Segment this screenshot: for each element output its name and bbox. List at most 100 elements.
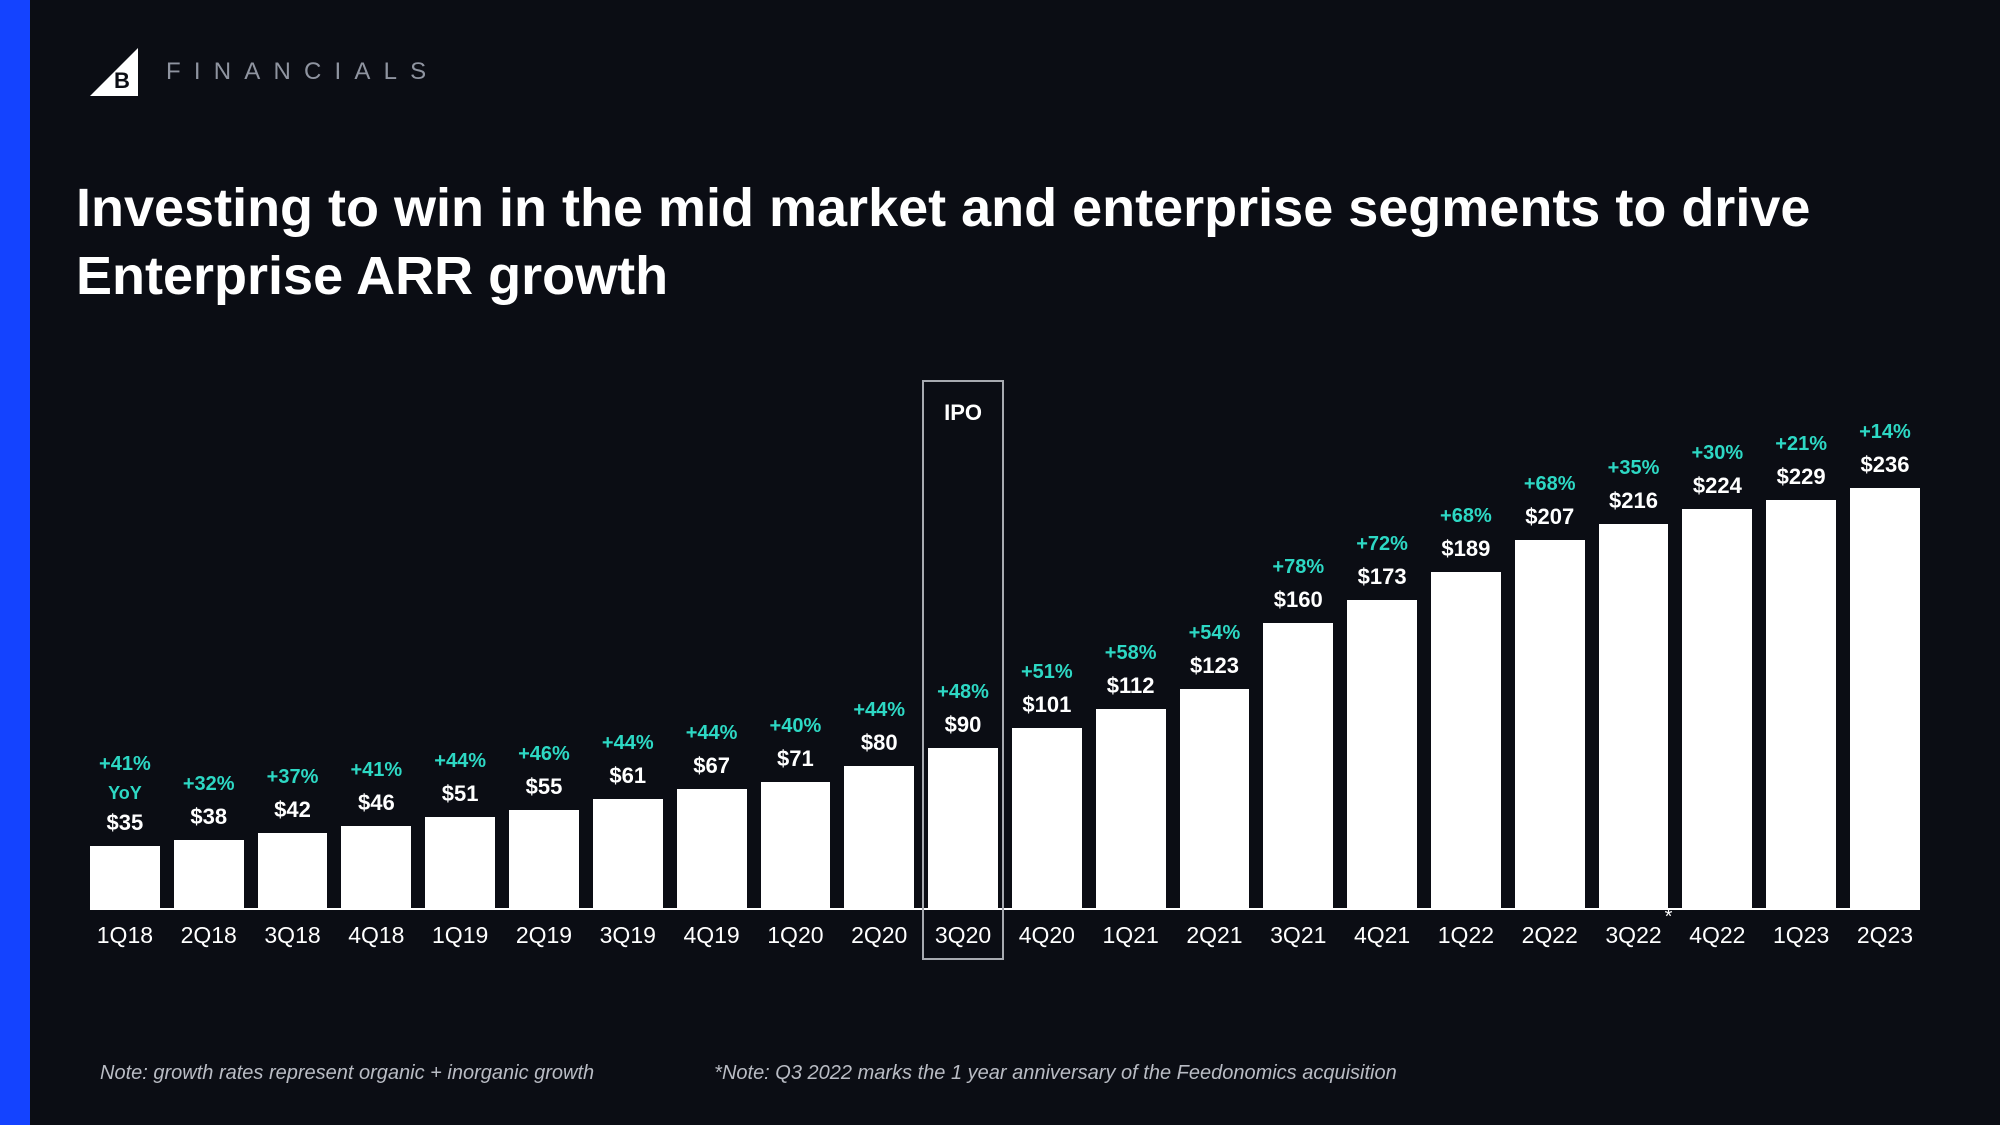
bar	[1850, 488, 1920, 908]
bar-value: $112	[1107, 673, 1155, 699]
bar	[593, 799, 663, 908]
growth-label: +68%	[1524, 473, 1576, 496]
growth-label: +44%	[602, 732, 654, 755]
x-axis-label: 1Q23	[1766, 910, 1836, 960]
footnote-right: *Note: Q3 2022 marks the 1 year annivers…	[714, 1062, 1397, 1085]
bar	[677, 789, 747, 908]
brand-logo-icon: B	[90, 48, 138, 96]
bar-slot: +72%$173	[1347, 533, 1417, 908]
x-axis-label: 2Q19	[509, 910, 579, 960]
growth-label: +21%	[1775, 433, 1827, 456]
bar-slot: +44% $80	[844, 699, 914, 908]
page-title: Investing to win in the mid market and e…	[76, 175, 1920, 310]
bar-value: $123	[1190, 653, 1239, 679]
x-axis-label: 1Q22	[1431, 910, 1501, 960]
bar-value: $38	[190, 804, 227, 830]
x-axis-label: 3Q18	[258, 910, 328, 960]
x-axis-label: 2Q22	[1515, 910, 1585, 960]
growth-label: +40%	[770, 715, 822, 738]
bar	[844, 766, 914, 908]
bar-slot: +41% YoY $35	[90, 753, 160, 908]
bar	[1347, 600, 1417, 908]
bar-slot: +58% $112	[1096, 642, 1166, 908]
bar-value: $67	[693, 753, 730, 779]
bar-value: $173	[1358, 564, 1407, 590]
bar-value: $42	[274, 797, 311, 823]
x-axis-label: 2Q23	[1850, 910, 1920, 960]
bar	[90, 846, 160, 908]
x-axis-label: 3Q20	[928, 910, 998, 960]
bar	[258, 833, 328, 908]
bar-value: $71	[777, 746, 814, 772]
bar-value: $80	[861, 730, 898, 756]
growth-label: +44%	[434, 750, 486, 773]
bar-slot: +35% $216	[1599, 457, 1669, 908]
bar-value: $55	[526, 774, 563, 800]
yoy-label: YoY	[108, 784, 142, 802]
x-axis-label: 4Q21	[1347, 910, 1417, 960]
growth-label: +58%	[1105, 642, 1157, 665]
growth-label: +41%	[99, 753, 151, 776]
bar-value: $35	[107, 810, 144, 836]
bar	[1180, 689, 1250, 908]
bar	[174, 840, 244, 908]
arr-chart: +41%YoY$35+32%$38+37%$42+41%$46+44%$51+4…	[90, 360, 1920, 960]
bar-value: $189	[1441, 536, 1490, 562]
bar	[1682, 509, 1752, 908]
bar-slot: +44% $51	[425, 750, 495, 908]
bar-slot: +41%$46	[341, 759, 411, 908]
growth-label: +30%	[1691, 442, 1743, 465]
bar-value: $236	[1860, 452, 1909, 478]
bar-slot: +30% $224	[1682, 442, 1752, 908]
bar-value: $207	[1525, 504, 1574, 530]
bar-value: $51	[442, 781, 479, 807]
growth-label: +68%	[1440, 505, 1492, 528]
x-axis-label: 3Q22*	[1599, 910, 1669, 960]
bar-value: $224	[1693, 473, 1742, 499]
x-axis-label: 4Q18	[341, 910, 411, 960]
bar-slot: +51% $101	[1012, 661, 1082, 908]
bar	[1599, 524, 1669, 908]
bar	[1431, 572, 1501, 908]
x-axis-label: 1Q19	[425, 910, 495, 960]
bar	[1012, 728, 1082, 908]
x-axis-label: 4Q22	[1682, 910, 1752, 960]
bar-value: $216	[1609, 488, 1658, 514]
bar-slot: +68% $189	[1431, 505, 1501, 908]
x-axis-label: 1Q21	[1096, 910, 1166, 960]
footnotes: Note: growth rates represent organic + i…	[100, 1062, 1920, 1085]
bar-value: $101	[1022, 692, 1071, 718]
x-axis-label: 4Q19	[677, 910, 747, 960]
bar	[928, 748, 998, 908]
x-axis-label: 2Q20	[844, 910, 914, 960]
bar-value: $46	[358, 790, 395, 816]
growth-label: +46%	[518, 743, 570, 766]
bar-slot: +48%$90	[928, 681, 998, 908]
x-axis-label: 1Q20	[761, 910, 831, 960]
bar	[1096, 709, 1166, 908]
bar-slot: +54%$123	[1180, 622, 1250, 908]
brand-logo-letter: B	[114, 68, 130, 93]
bar-slot: +37% $42	[258, 766, 328, 908]
bar-slot: +44%$61	[593, 732, 663, 908]
bar-value: $160	[1274, 587, 1323, 613]
growth-label: +51%	[1021, 661, 1073, 684]
bar-slot: +44%$67	[677, 722, 747, 908]
header: B FINANCIALS	[90, 48, 439, 96]
bar-slot: +14%$236	[1850, 421, 1920, 908]
bar	[341, 826, 411, 908]
footnote-left: Note: growth rates represent organic + i…	[100, 1062, 594, 1085]
growth-label: +37%	[267, 766, 319, 789]
x-axis-label: 3Q19	[593, 910, 663, 960]
growth-label: +32%	[183, 773, 235, 796]
bar-value: $90	[945, 712, 982, 738]
x-axis-label: 2Q18	[174, 910, 244, 960]
x-axis-label: 2Q21	[1180, 910, 1250, 960]
bar	[509, 810, 579, 908]
section-label: FINANCIALS	[166, 58, 439, 86]
x-axis-label: 1Q18	[90, 910, 160, 960]
growth-label: +44%	[853, 699, 905, 722]
growth-label: +35%	[1608, 457, 1660, 480]
bar-slot: +32% $38	[174, 773, 244, 908]
bar-slot: +21%$229	[1766, 433, 1836, 908]
